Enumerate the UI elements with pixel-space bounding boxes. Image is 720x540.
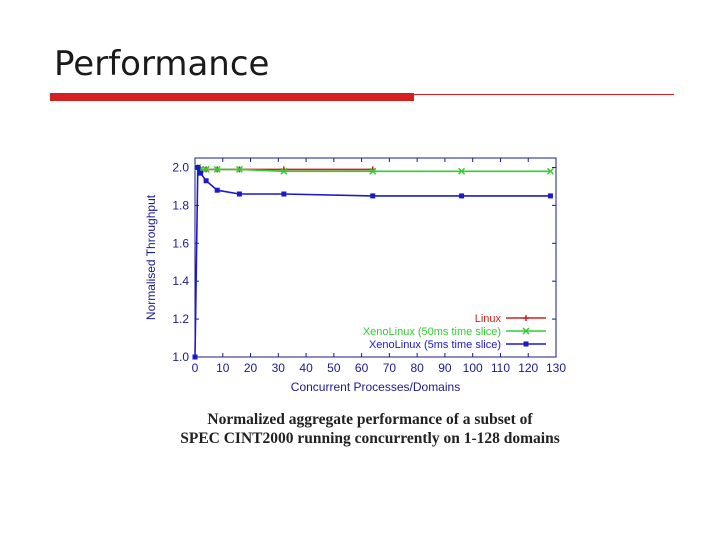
legend-marker [523, 341, 529, 347]
data-point [281, 191, 287, 197]
y-axis-label: Normalised Throughput [144, 194, 158, 320]
figure-caption: Normalized aggregate performance of a su… [160, 410, 580, 448]
x-tick-label: 110 [491, 361, 510, 375]
data-point [459, 193, 465, 199]
x-tick-label: 0 [192, 361, 199, 375]
data-point [198, 170, 204, 176]
data-point [213, 165, 221, 173]
plot-frame [194, 157, 557, 358]
x-tick-label: 40 [299, 361, 313, 375]
series-1 [194, 163, 554, 175]
series-2 [192, 164, 553, 360]
data-point [214, 187, 220, 193]
caption-line-2: SPEC CINT2000 running concurrently on 1-… [180, 430, 560, 447]
legend-marker [522, 327, 530, 335]
x-tick-label: 120 [518, 361, 538, 375]
title-underline-thin [414, 94, 674, 95]
y-tick-label: 1.0 [172, 350, 189, 364]
legend-entry-label: XenoLinux (50ms time slice) [363, 326, 501, 338]
data-point [280, 167, 288, 175]
x-tick-label: 100 [463, 361, 483, 375]
data-point [203, 178, 209, 184]
y-tick-label: 1.2 [172, 312, 189, 326]
title-underline-thick [50, 93, 414, 101]
data-point [192, 354, 198, 360]
y-tick-label: 1.4 [172, 274, 189, 288]
y-tick-label: 1.8 [172, 198, 189, 212]
data-point [195, 164, 201, 170]
x-tick-label: 50 [327, 361, 341, 375]
data-point [369, 167, 377, 175]
y-tick-label: 2.0 [172, 160, 189, 174]
data-point [546, 167, 554, 175]
caption-line-1: Normalized aggregate performance of a su… [207, 411, 533, 428]
legend-entry-label: Linux [475, 313, 502, 325]
slide-title: Performance [54, 44, 270, 84]
x-tick-label: 10 [216, 361, 230, 375]
x-axis-label: Concurrent Processes/Domains [291, 380, 460, 394]
x-tick-label: 80 [410, 361, 424, 375]
data-point [370, 193, 376, 199]
data-point [458, 167, 466, 175]
chart-axes: 0 10 20 30 40 50 60 70 80 90 100 110 120 130 1.0 1.2 1.4… [172, 157, 566, 375]
x-tick-label: 30 [272, 361, 286, 375]
x-tick-label: 60 [355, 361, 369, 375]
data-point [236, 191, 242, 197]
throughput-chart: 0 10 20 30 40 50 60 70 80 90 100 110 120 130 1.0 1.2 1.4… [144, 157, 566, 394]
legend-marker [523, 315, 529, 321]
data-point [547, 193, 553, 199]
data-point [235, 165, 243, 173]
chart-series [192, 163, 554, 360]
x-tick-label: 130 [546, 361, 566, 375]
data-point [202, 165, 210, 173]
series-line-2 [194, 167, 551, 358]
y-tick-label: 1.6 [172, 236, 189, 250]
x-tick-label: 20 [244, 361, 258, 375]
x-tick-label: 70 [383, 361, 397, 375]
x-tick-label: 90 [438, 361, 452, 375]
legend-entry-label: XenoLinux (5ms time slice) [369, 339, 501, 351]
